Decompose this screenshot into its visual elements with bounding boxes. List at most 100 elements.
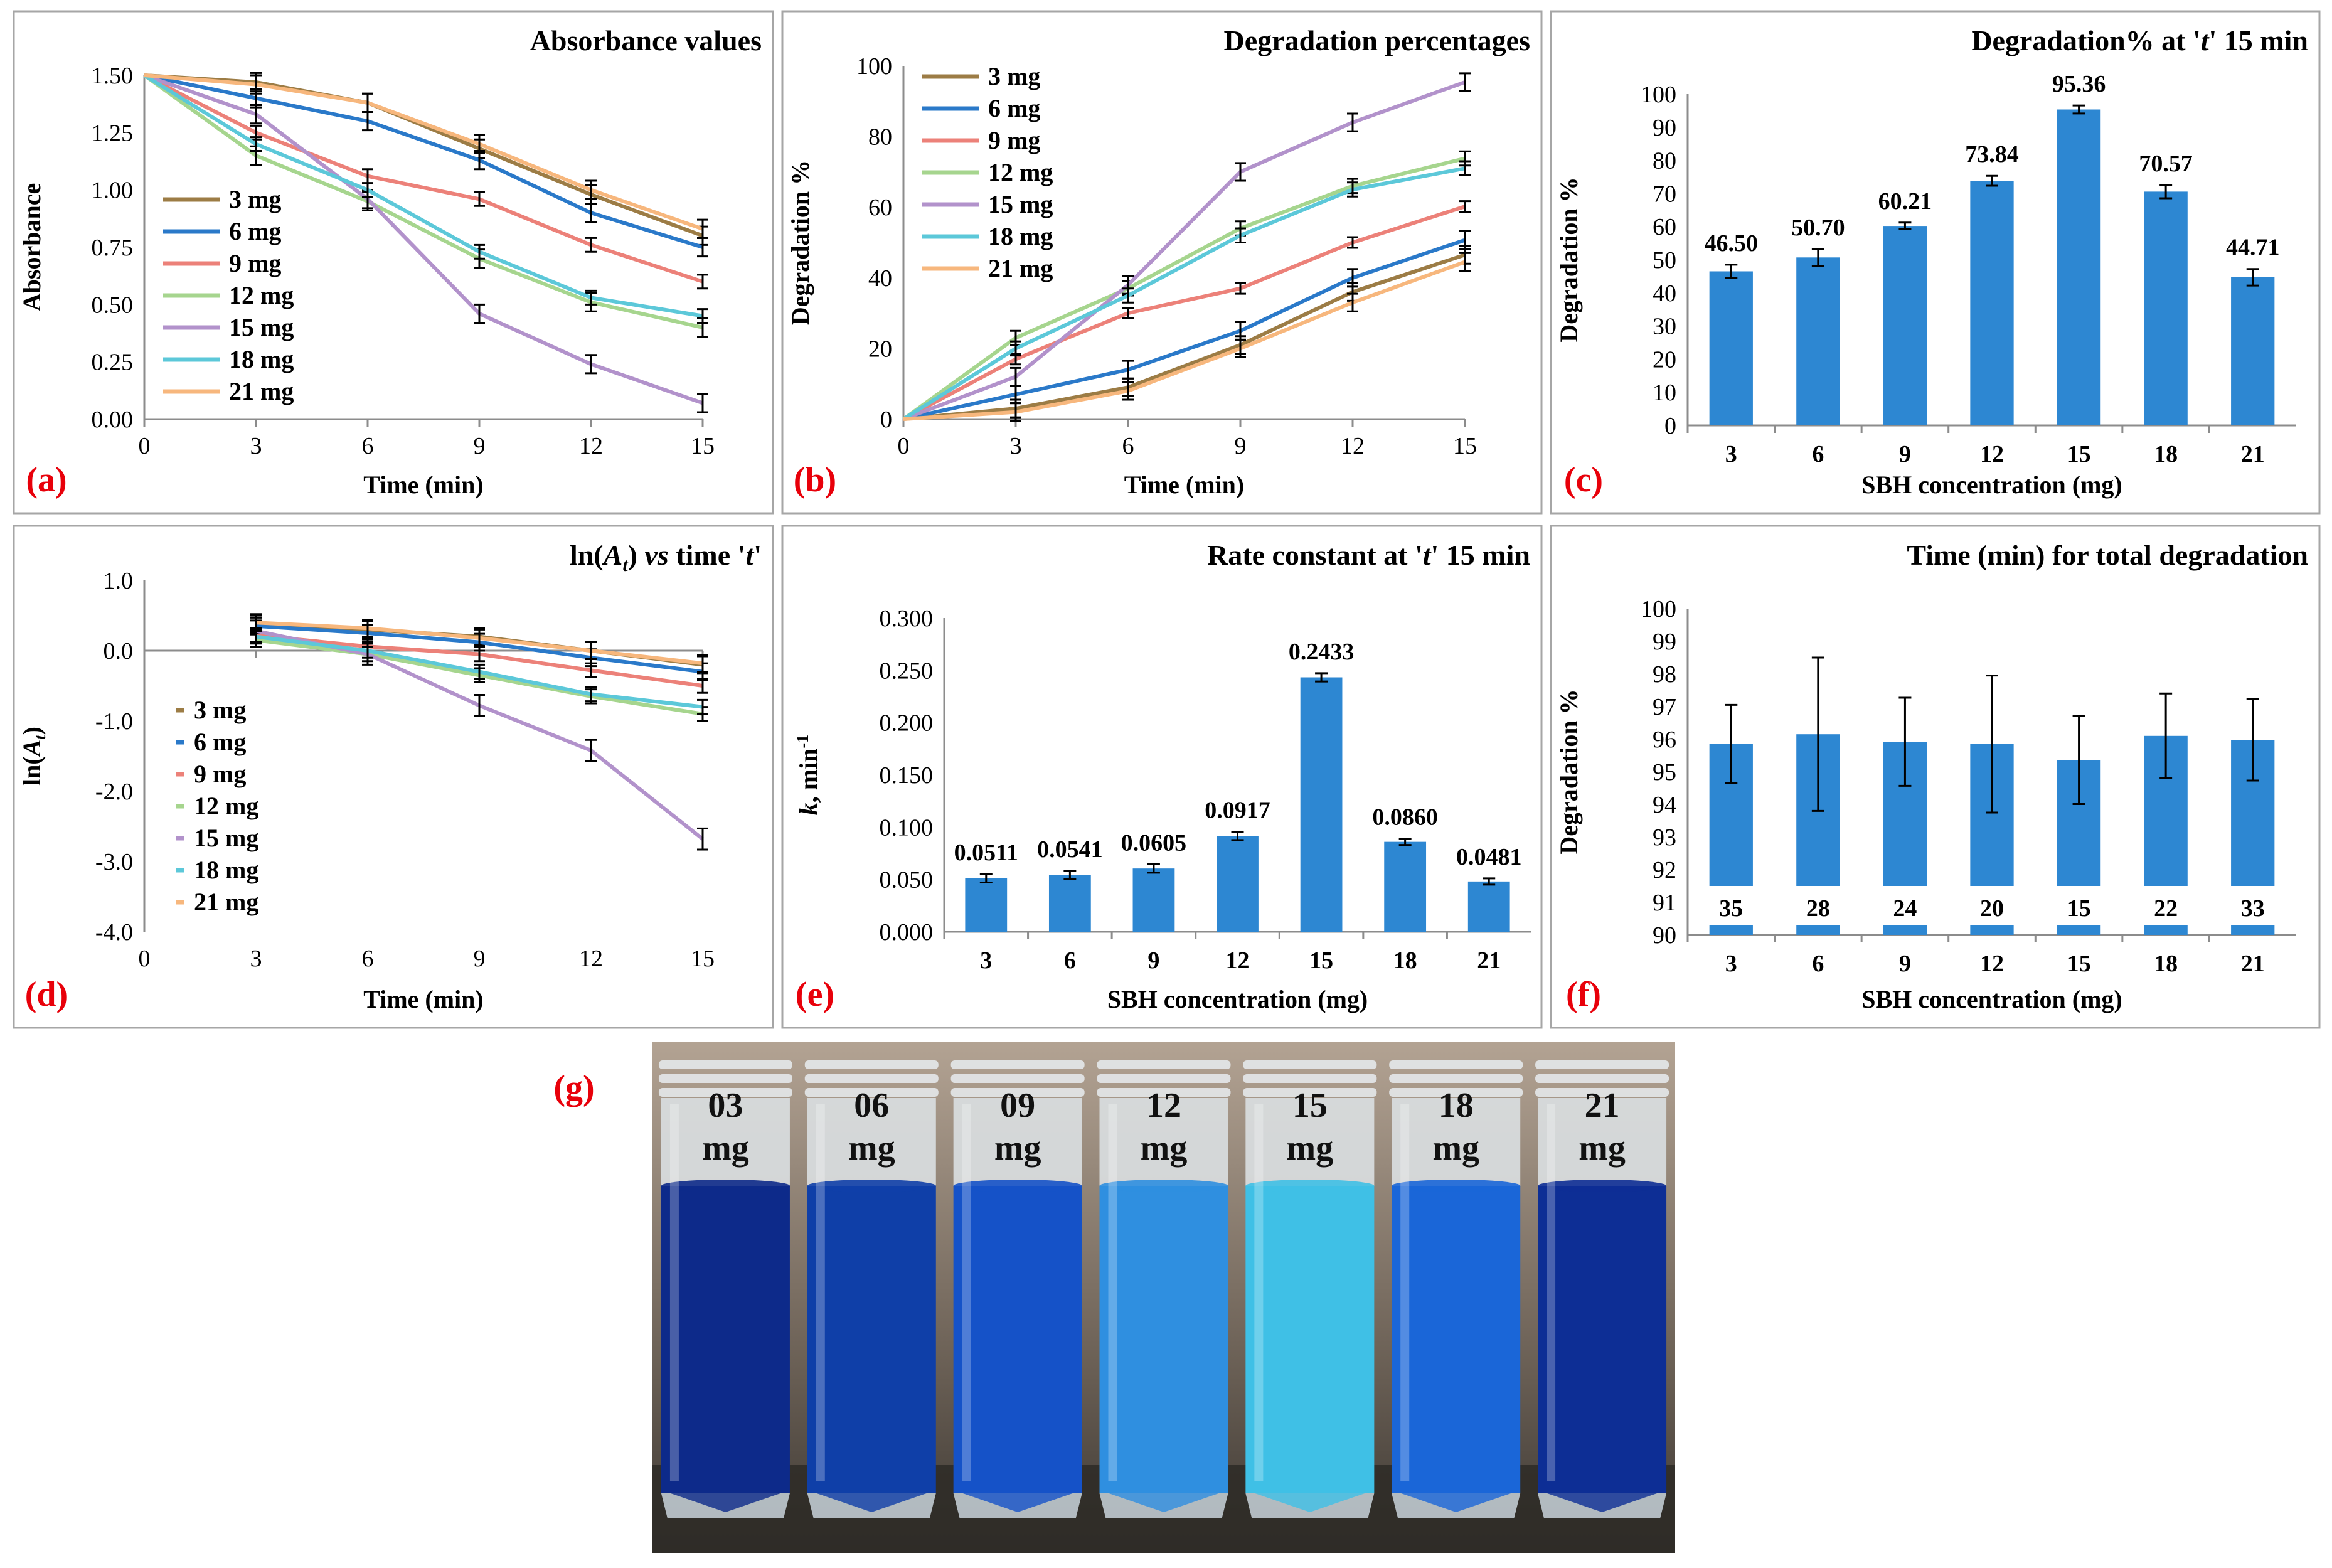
y-tick-label: 0.150 — [880, 762, 934, 789]
vial-thread — [658, 1074, 792, 1083]
vial-label-number: 15 — [1292, 1086, 1328, 1125]
x-tick-label: 9 — [1235, 433, 1247, 459]
data-label: 0.0605 — [1121, 830, 1187, 856]
vial-thread — [1535, 1060, 1669, 1069]
y-tick-label: -3.0 — [95, 849, 133, 875]
y-tick-label: 0.25 — [92, 349, 134, 376]
data-label: 60.21 — [1878, 188, 1932, 215]
y-tick-label: 90 — [1653, 115, 1676, 141]
time-label: 22 — [2154, 895, 2178, 922]
title-part: vs — [644, 539, 668, 571]
y-tick-label: 97 — [1653, 694, 1676, 720]
x-tick-label: 15 — [2067, 441, 2091, 467]
x-tick-label: 3 — [1725, 951, 1737, 977]
x-axis-label: Time (min) — [1124, 471, 1244, 499]
data-label: 46.50 — [1705, 230, 1759, 257]
data-label: 0.2433 — [1289, 639, 1355, 665]
x-tick-label: 21 — [2241, 951, 2265, 977]
x-tick-label: 12 — [1226, 947, 1250, 974]
x-tick-label: 6 — [1812, 441, 1824, 467]
x-tick-label: 6 — [1064, 947, 1076, 974]
liquid-meniscus — [807, 1180, 936, 1192]
bar-base — [1883, 925, 1927, 935]
vial-thread — [1097, 1088, 1231, 1097]
y-tick-label: 60 — [868, 195, 892, 221]
bar — [1132, 868, 1175, 932]
y-tick-label: 1.25 — [92, 120, 134, 146]
series-line — [902, 156, 1466, 421]
vial: 06 mg — [804, 1060, 939, 1518]
y-tick-label: 40 — [1653, 280, 1676, 307]
y-tick-label: 60 — [1653, 214, 1676, 240]
label-part: t — [31, 735, 49, 740]
vial-liquid — [1392, 1186, 1521, 1493]
vial-label-number: 21 — [1585, 1086, 1620, 1125]
vial-label-unit: mg — [1432, 1129, 1479, 1168]
legend-label: 15 mg — [194, 824, 258, 852]
series-line — [144, 73, 703, 405]
x-tick-label: 6 — [362, 946, 374, 972]
y-tick-label: 1.50 — [92, 63, 134, 89]
series-line — [902, 80, 1466, 421]
time-label: 15 — [2067, 895, 2091, 922]
x-tick-label: 6 — [362, 433, 374, 459]
panel-border — [781, 525, 1543, 1029]
vial-thread — [1535, 1088, 1669, 1097]
y-tick-label: -1.0 — [95, 708, 133, 735]
bar — [1970, 181, 2014, 425]
series-line — [144, 73, 703, 231]
vial-thread — [804, 1060, 939, 1069]
y-tick-label: 20 — [868, 336, 892, 362]
y-tick-label: 98 — [1653, 661, 1676, 688]
vial-label-number: 03 — [708, 1086, 743, 1125]
x-tick-label: 21 — [1477, 947, 1501, 974]
vial-label-number: 09 — [1000, 1086, 1035, 1125]
series-line — [143, 73, 703, 284]
x-tick-label: 3 — [250, 433, 262, 459]
vial-thread — [1535, 1074, 1669, 1083]
y-tick-label: 0.050 — [880, 867, 934, 893]
legend-label: 18 mg — [988, 222, 1053, 250]
photo-label: (g) — [553, 1069, 594, 1107]
x-axis-label: Time (min) — [363, 985, 483, 1013]
legend-label: 9 mg — [988, 126, 1040, 154]
vial-thread — [658, 1088, 792, 1097]
x-axis-label: Time (min) — [363, 471, 483, 499]
vial-cone — [1401, 1493, 1511, 1512]
panel-label: (a) — [26, 461, 67, 499]
y-tick-label: 93 — [1653, 824, 1676, 851]
title-part: t — [1423, 539, 1432, 571]
x-tick-label: 9 — [1899, 951, 1911, 977]
vial: 15 mg — [1243, 1060, 1377, 1518]
title-part: Rate constant at ' — [1207, 539, 1423, 571]
bar — [1384, 841, 1427, 932]
vial-label-unit: mg — [702, 1129, 749, 1168]
vial-thread — [804, 1088, 939, 1097]
y-tick-label: 95 — [1653, 759, 1676, 786]
vial-highlight — [1108, 1104, 1117, 1481]
legend-label: 6 mg — [988, 94, 1040, 122]
series-line — [902, 166, 1466, 421]
data-label: 0.0511 — [954, 840, 1018, 866]
vial-upper — [953, 1098, 1082, 1186]
y-tick-label: 80 — [868, 124, 892, 151]
data-label: 50.70 — [1791, 215, 1845, 241]
y-tick-label: 0.00 — [92, 407, 134, 433]
x-tick-label: 15 — [2067, 951, 2091, 977]
y-tick-label: 70 — [1653, 181, 1676, 207]
y-tick-label: -4.0 — [95, 919, 133, 946]
panel-d: ln(At) vs time 't'(d)-4.0-3.0-2.0-1.00.0… — [13, 525, 774, 1029]
vial-upper — [1245, 1098, 1375, 1186]
y-tick-label: 0 — [1664, 413, 1676, 439]
x-tick-label: 15 — [1309, 947, 1333, 974]
x-axis-label: SBH concentration (mg) — [1861, 471, 2122, 499]
liquid-meniscus — [1392, 1180, 1521, 1192]
panel-c: Degradation% at 't' 15 min (c) 0 10 20 30 40 50… — [1550, 10, 2321, 515]
liquid-meniscus — [661, 1180, 790, 1192]
legend-label: 9 mg — [194, 760, 246, 788]
legend-label: 15 mg — [988, 190, 1053, 218]
y-tick-label: 0.50 — [92, 292, 134, 318]
bar — [1709, 271, 1753, 425]
y-tick-label: 0.000 — [880, 919, 934, 946]
y-tick-label: 100 — [1641, 82, 1676, 108]
